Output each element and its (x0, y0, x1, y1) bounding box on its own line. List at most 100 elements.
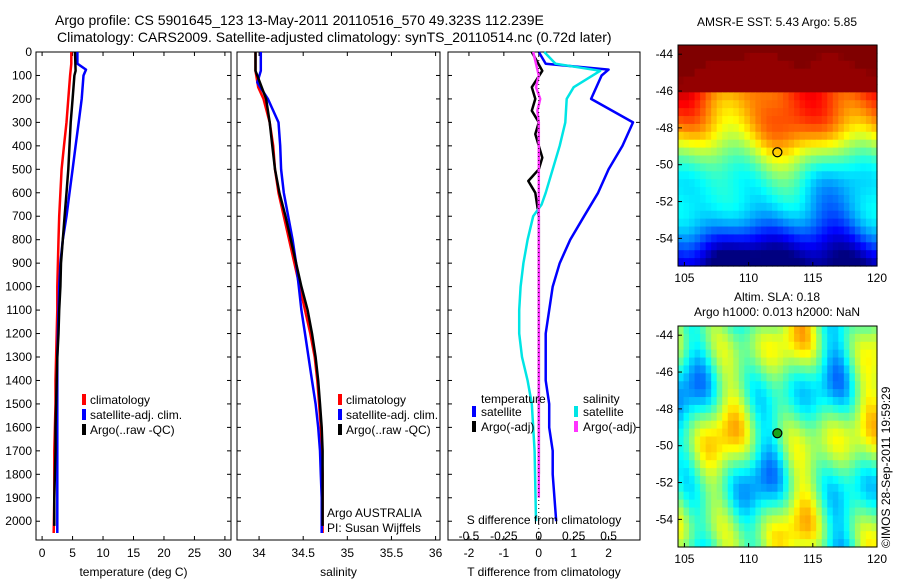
map-cell (678, 60, 685, 70)
map-cell (783, 349, 790, 359)
map-cell (871, 210, 878, 220)
series-line (254, 52, 324, 533)
map-cell (678, 52, 685, 62)
map-cell (865, 444, 873, 453)
map-cell (733, 116, 740, 125)
map-cell (738, 373, 745, 382)
map-cell (678, 389, 685, 398)
map-cell (727, 68, 734, 78)
map-cell (694, 365, 701, 374)
map-cell (860, 258, 867, 267)
map-cell (794, 365, 801, 374)
map-cell (755, 475, 762, 485)
map-cell (849, 404, 856, 414)
map-cell (683, 92, 690, 101)
map-cell (733, 210, 740, 220)
map-cell (794, 123, 801, 133)
map-cell (871, 523, 878, 532)
map-cell (788, 381, 795, 390)
top-tick-label: 0.25 (562, 529, 586, 543)
map-cell (722, 108, 729, 117)
map-cell (838, 475, 845, 485)
map-cell (678, 444, 685, 453)
map-cell (783, 92, 790, 101)
map-cell (683, 60, 690, 70)
map-cell (832, 45, 839, 54)
map-cell (794, 499, 801, 509)
map-cell (694, 539, 701, 548)
map-cell (821, 116, 828, 125)
map-cell (827, 428, 834, 438)
map-cell (689, 258, 696, 267)
legend-label: climatology (90, 393, 150, 407)
map-cell (810, 92, 817, 101)
map-cell (794, 397, 801, 406)
map-cell (766, 92, 773, 101)
map-cell (777, 483, 784, 493)
map-cell (700, 404, 707, 414)
x-tick-label: 15 (127, 546, 141, 560)
map-cell (832, 202, 839, 212)
map-cell (849, 76, 856, 86)
map-cell (783, 155, 790, 164)
map-cell (705, 147, 712, 157)
map-cell (843, 226, 850, 236)
map-cell (816, 452, 823, 461)
map-cell (849, 45, 856, 54)
map-cell (727, 381, 734, 390)
map-cell (766, 76, 773, 86)
x-tick-label: 5 (69, 546, 76, 560)
map-cell (705, 428, 712, 438)
map-cell (843, 258, 850, 267)
map-cell (700, 531, 707, 540)
map-cell (805, 116, 812, 125)
map-cell (799, 341, 806, 351)
map-cell (871, 163, 878, 172)
depth-tick-label: 100 (12, 68, 32, 82)
map-cell (744, 365, 751, 374)
map-cell (783, 218, 790, 228)
map-cell (738, 84, 745, 93)
map-cell (766, 491, 773, 501)
map-cell (838, 365, 845, 374)
map-cell (727, 92, 734, 101)
map-cell (705, 531, 712, 540)
map-cell (832, 218, 839, 228)
map-cell (766, 531, 773, 540)
map-cell (683, 187, 690, 196)
legend-title-temperature: temperature (481, 392, 546, 406)
map-cell (832, 404, 839, 414)
map-cell (799, 60, 806, 70)
map-cell (827, 539, 834, 548)
map-cell (727, 147, 734, 157)
map-cell (783, 531, 790, 540)
series-line (527, 51, 544, 475)
map-cell (744, 179, 751, 188)
map-cell (766, 326, 773, 335)
map-cell (821, 242, 828, 251)
map-cell (738, 428, 745, 438)
map-cell (783, 539, 790, 548)
map-cell (678, 412, 685, 422)
map-cell (810, 491, 817, 501)
map-cell (854, 92, 862, 101)
map-cell (871, 468, 878, 477)
map-cell (816, 444, 823, 453)
map-cell (838, 381, 845, 390)
map-cell (738, 45, 745, 54)
map-cell (694, 531, 701, 540)
map-cell (711, 452, 718, 461)
map-cell (727, 234, 734, 243)
map-cell (788, 412, 795, 422)
map-cell (738, 258, 745, 267)
map-cell (760, 420, 768, 430)
map-cell (854, 171, 862, 180)
map-cell (777, 131, 784, 141)
map-cell (678, 100, 685, 109)
map-cell (843, 139, 850, 149)
map-cell (871, 428, 878, 438)
map-cell (871, 84, 878, 93)
map-cell (744, 116, 751, 125)
map-cell (749, 84, 756, 93)
map-cell (711, 218, 718, 228)
